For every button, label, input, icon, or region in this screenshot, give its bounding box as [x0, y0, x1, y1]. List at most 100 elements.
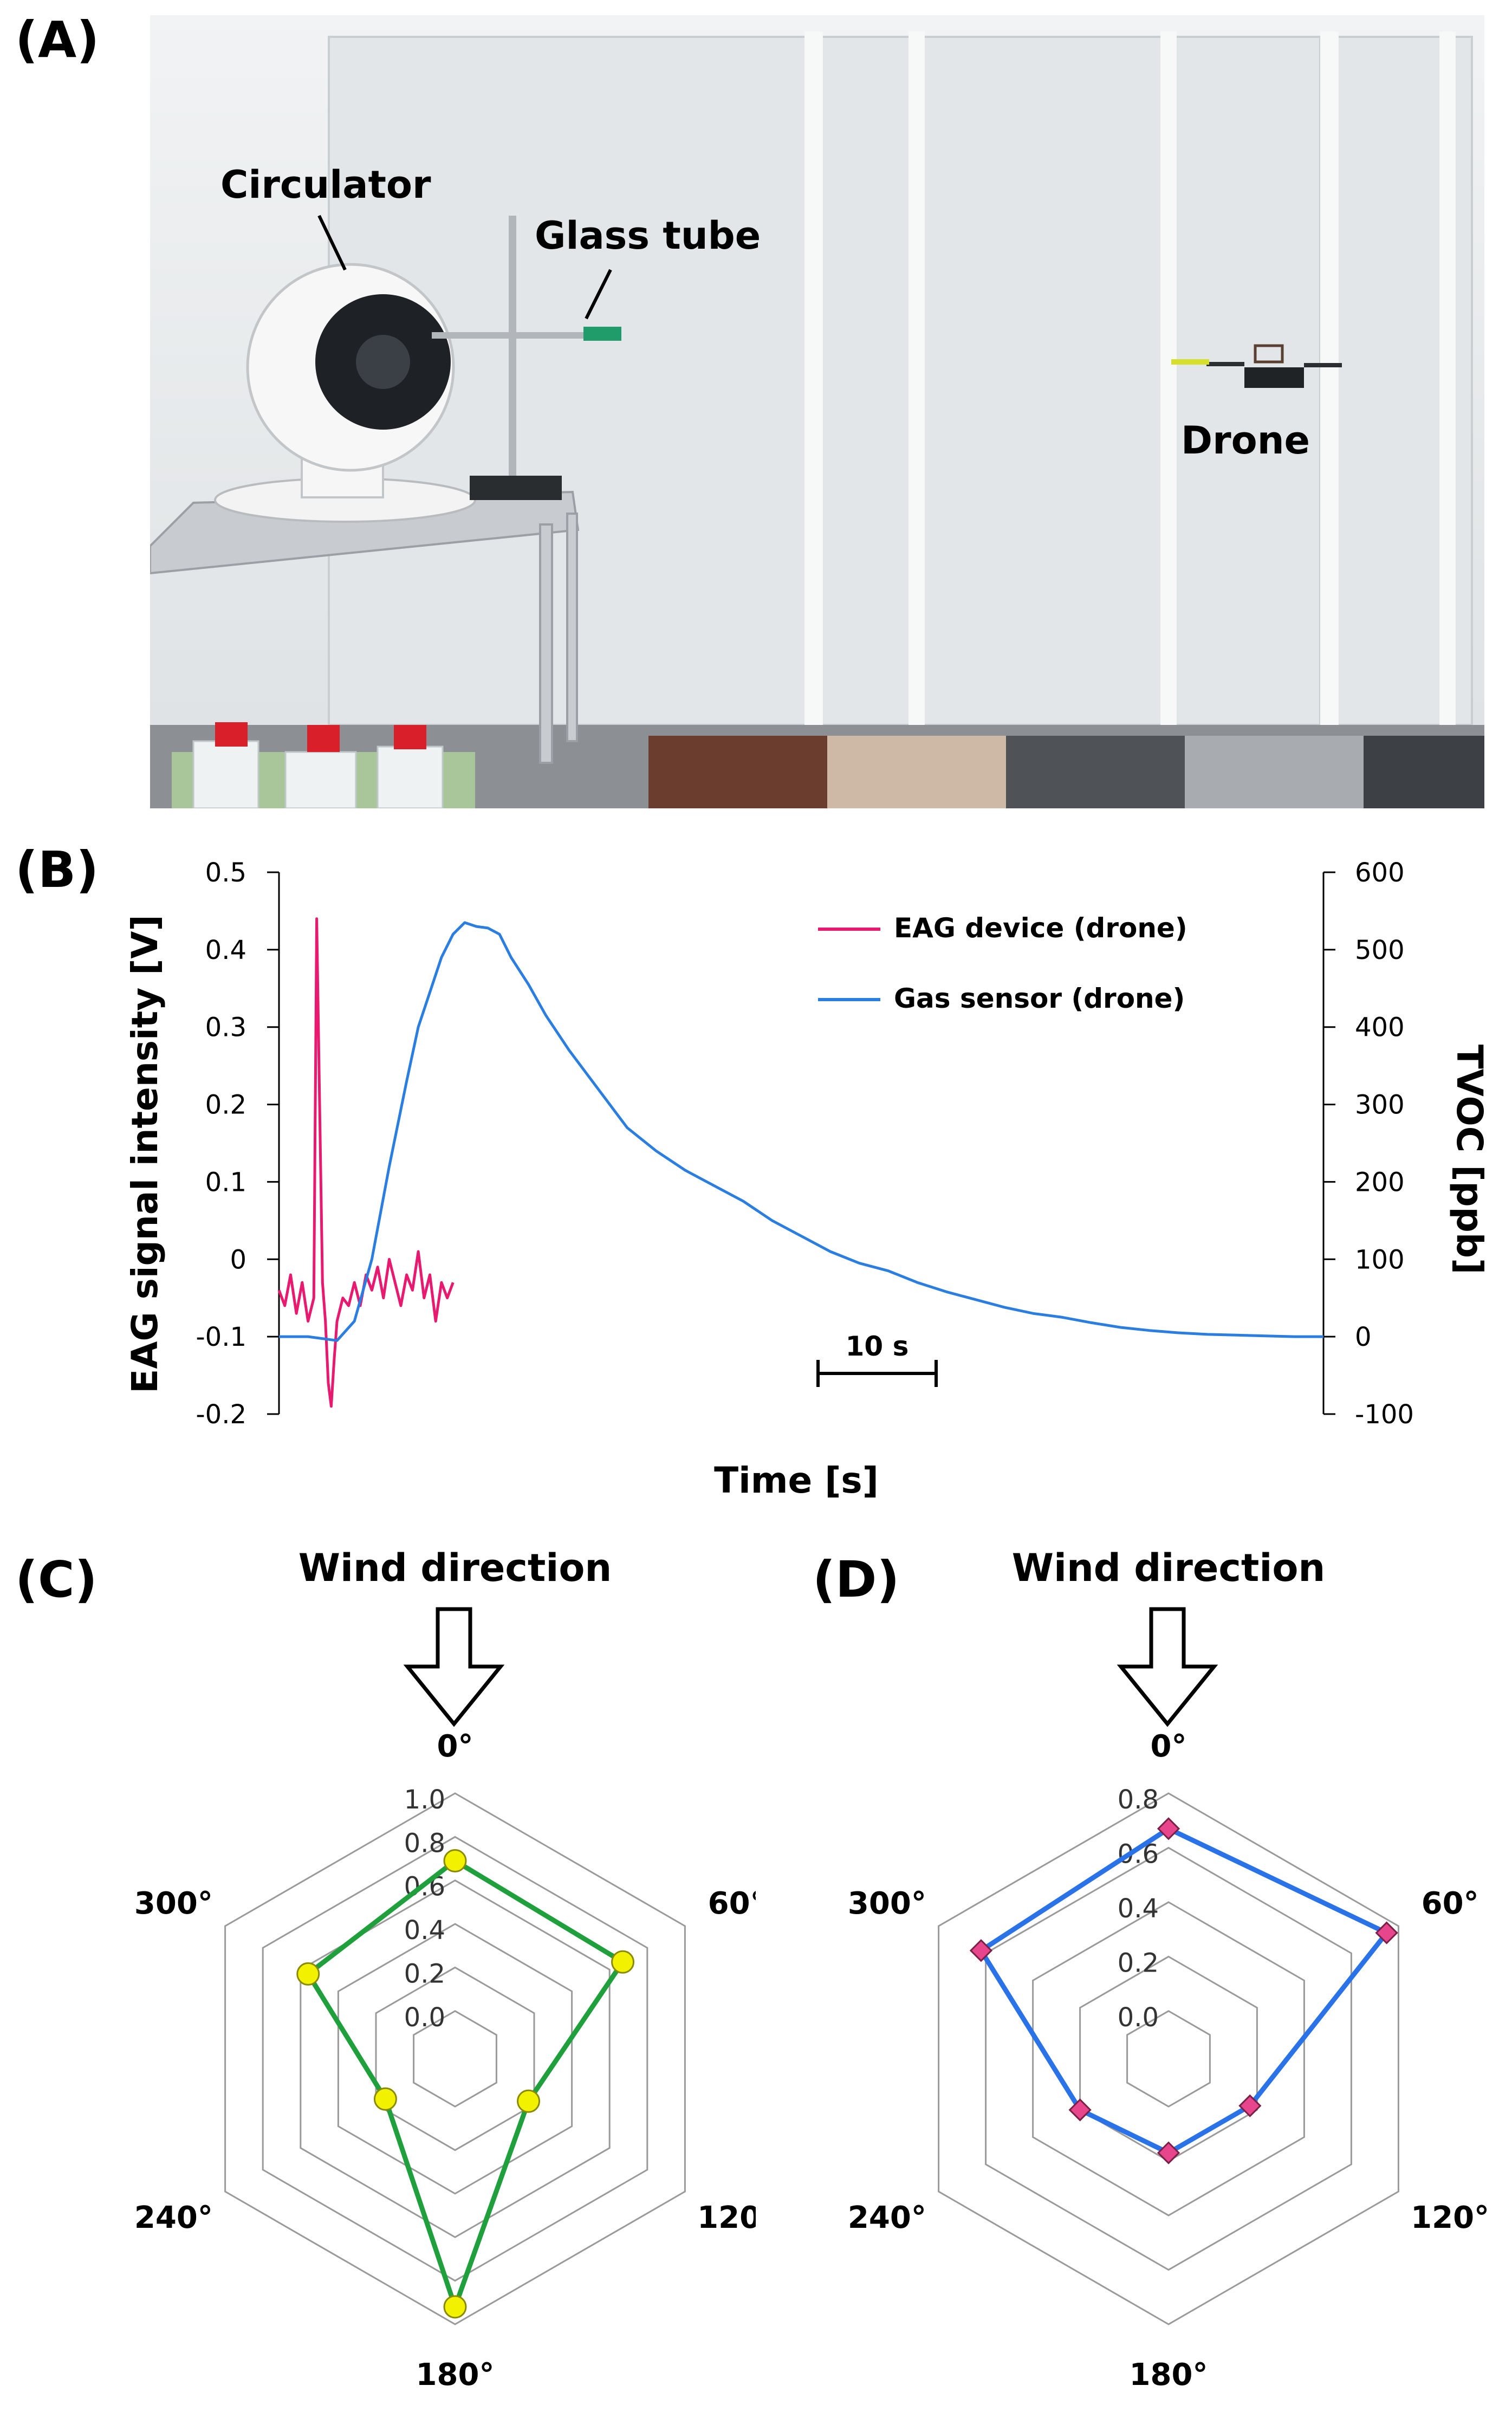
y-tick-label: 0.2 [205, 1090, 246, 1120]
radar-grid-ring [300, 1879, 611, 2239]
radar-category-label: 0° [1151, 1729, 1187, 1764]
x-axis-label: Time [s] [714, 1460, 879, 1501]
y2-tick-label: 0 [1355, 1322, 1372, 1352]
radar-category-label: 300° [848, 1886, 926, 1921]
chart-d: Wind direction 0.0 0.2 0.4 0.6 0.8 0° 60° 120° 1… [848, 1546, 1489, 2393]
radar-tick-label: 0.6 [1118, 1839, 1159, 1869]
wind-arrow-d [1117, 1607, 1218, 1727]
panel-letter-c: (C) [15, 1551, 98, 1609]
photo-pointers [317, 215, 612, 320]
radar-grid-ring [337, 1923, 573, 2195]
radar-marker [1068, 2098, 1092, 2122]
radar-marker [296, 1962, 320, 1986]
chart-b: 0.5 0.4 0.3 0.2 0.1 0 -0.1 -0.2 600 500 400 300 200 1… [124, 858, 1490, 1501]
b-ticks: 0.5 0.4 0.3 0.2 0.1 0 -0.1 -0.2 600 500 400 300 200 1… [196, 858, 1414, 1430]
radar-category-label: 0° [437, 1729, 473, 1764]
series-line-eag [277, 917, 455, 1408]
y2-tick-label: 500 [1355, 935, 1405, 965]
b-axes [278, 872, 1325, 1414]
time-scalebar: 10 s [816, 1331, 938, 1387]
radar-tick-label: 0.0 [404, 2002, 445, 2033]
panel-letter-b: (B) [15, 841, 99, 899]
y2-tick-label: 400 [1355, 1013, 1405, 1043]
label-glass-tube: Glass tube [535, 213, 761, 258]
wind-arrow-c [403, 1607, 505, 1727]
y-tick-label: 0.5 [205, 858, 246, 888]
radar-marker [517, 2089, 541, 2113]
y-tick-label: 0 [230, 1244, 246, 1275]
radar-grid-ring [1126, 2010, 1211, 2108]
radar-tick-label: 0.2 [1118, 1948, 1159, 1978]
radar-category-label: 240° [134, 2200, 213, 2235]
y2-tick-label: 100 [1355, 1244, 1405, 1275]
experiment-photo: Circulator Glass tube Drone [150, 15, 1484, 808]
radar-category-label: 60° [708, 1886, 756, 1921]
wind-direction-title-d: Wind direction [1012, 1546, 1326, 1590]
radar-grid-ring [1032, 1901, 1305, 2216]
stand [432, 216, 621, 500]
radar-marker [443, 2295, 467, 2319]
circulator-fan [214, 263, 476, 523]
pointer-circulator [317, 215, 347, 271]
radar-marker [611, 1950, 635, 1974]
radar-tick-label: 0.8 [404, 1828, 445, 1858]
radar-marker [1157, 1817, 1180, 1840]
y-axis-label: EAG signal intensity [V] [124, 915, 166, 1393]
radar-marker [1238, 2094, 1262, 2117]
radar-tick-label: 0.4 [1118, 1894, 1159, 1924]
radar-category-label: 240° [848, 2200, 926, 2235]
panel-letter-d: (D) [813, 1551, 900, 1609]
radar-tick-label: 0.0 [1118, 2002, 1159, 2033]
radar-category-label: 120° [697, 2200, 756, 2235]
radar-grid-ring [1079, 1955, 1258, 2162]
y2-tick-label: -100 [1355, 1399, 1414, 1430]
radar-tick-label: 0.8 [1118, 1785, 1159, 1815]
y2-tick-label: 300 [1355, 1090, 1405, 1120]
radar-marker [443, 1849, 467, 1873]
y-tick-label: 0.1 [205, 1167, 246, 1197]
radar-category-label: 180° [1130, 2357, 1208, 2393]
panel-letter-a: (A) [15, 11, 100, 69]
pointer-glass-tube [585, 269, 612, 320]
radar-d: 0.0 0.2 0.4 0.6 0.8 0° 60° 120° 180° 240° 300° [848, 1729, 1489, 2393]
y-tick-label: 0.3 [205, 1013, 246, 1043]
radar-category-label: 300° [134, 1886, 213, 1921]
b-series [277, 917, 1323, 1408]
label-drone: Drone [1181, 418, 1310, 463]
radar-grid-ring [413, 2010, 497, 2108]
y-tick-label: -0.1 [196, 1322, 246, 1352]
radar-tick-label: 1.0 [404, 1785, 445, 1815]
y-tick-label: -0.2 [196, 1399, 246, 1430]
radar-grid-ring [938, 1792, 1399, 2325]
radar-grid-ring [224, 1792, 686, 2325]
radar-c: 0.00.20.40.60.81.00°60°120°180°240°300° [134, 1729, 756, 2393]
drone [1171, 344, 1342, 388]
radar-tick-label: 0.4 [404, 1915, 445, 1946]
chart-c: Wind direction 0.00.20.40.60.81.00°60°12… [134, 1546, 756, 2393]
radar-marker [373, 2087, 397, 2111]
radar-marker [1375, 1921, 1398, 1944]
photo-illustration [150, 15, 1484, 808]
radar-series-line [304, 1858, 626, 2315]
radar-marker [969, 1939, 993, 1962]
radar-marker [1157, 2141, 1180, 2164]
legend-label-gas: Gas sensor (drone) [894, 983, 1185, 1014]
wind-direction-title-c: Wind direction [298, 1546, 612, 1590]
radar-tick-label: 0.2 [404, 1959, 445, 1989]
y-tick-label: 0.4 [205, 935, 246, 965]
y2-axis-label: TVOC [ppb] [1449, 1045, 1490, 1275]
label-circulator: Circulator [220, 163, 431, 207]
y2-tick-label: 600 [1355, 858, 1405, 888]
scalebar-label: 10 s [846, 1331, 909, 1362]
y2-tick-label: 200 [1355, 1167, 1405, 1197]
radar-category-label: 180° [416, 2357, 495, 2393]
radar-series-line [977, 1826, 1391, 2156]
series-line-gas [279, 921, 1323, 1342]
radar-category-label: 60° [1422, 1886, 1479, 1921]
legend: EAG device (drone) Gas sensor (drone) [818, 912, 1187, 1014]
bottles [192, 722, 444, 808]
radar-grid-ring [375, 1966, 535, 2151]
radar-grid-ring [262, 1836, 648, 2282]
radar-category-label: 120° [1411, 2200, 1489, 2235]
legend-label-eag: EAG device (drone) [894, 912, 1187, 944]
